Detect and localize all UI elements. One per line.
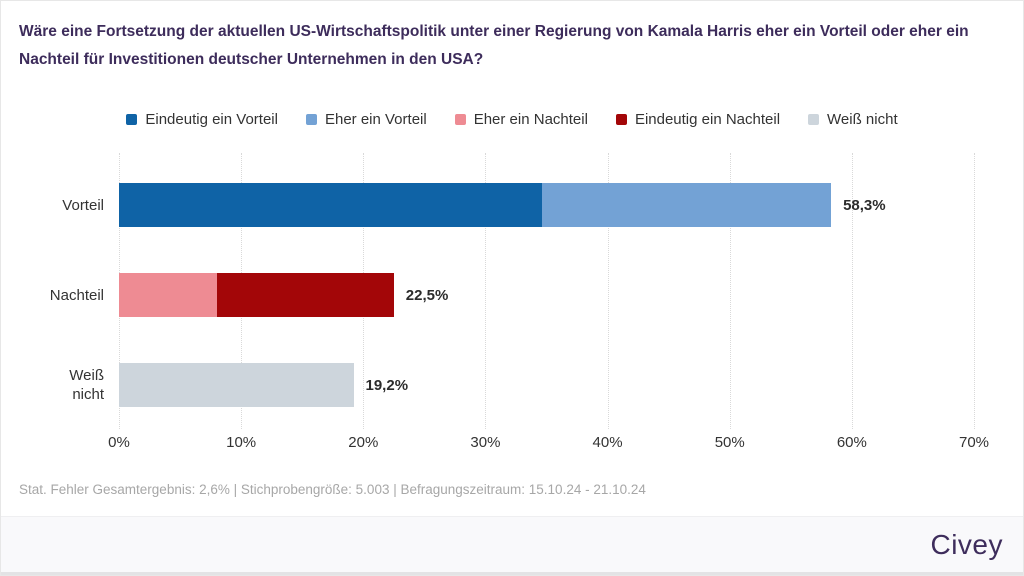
legend-swatch-icon: [615, 114, 627, 125]
legend-label: Eindeutig ein Vorteil: [145, 111, 278, 128]
gridline: [974, 153, 975, 429]
x-tick-label: 60%: [836, 434, 867, 451]
bar-value-label: 58,3%: [843, 196, 886, 214]
x-axis: 0% 10% 20% 30% 40% 50% 60% 70%: [108, 434, 989, 452]
footnote: Stat. Fehler Gesamtergebnis: 2,6% | Stic…: [19, 482, 646, 497]
gridline: [485, 153, 487, 429]
gridline: [607, 153, 609, 429]
legend-swatch-icon: [126, 114, 138, 125]
plot-area: 58,3% 22,5% 19,2%: [119, 153, 975, 429]
legend-item: Weiß nicht: [808, 111, 898, 128]
x-tick-label: 10%: [226, 434, 257, 451]
civey-logo: Civey: [930, 528, 1003, 560]
x-tick-label: 0%: [108, 434, 130, 451]
legend-item: Eher ein Vorteil: [305, 111, 427, 128]
x-tick-label: 70%: [958, 434, 990, 451]
legend-label: Weiß nicht: [827, 111, 898, 128]
bar-value-label: 22,5%: [405, 286, 449, 304]
x-tick-label: 30%: [470, 434, 501, 451]
gridline: [729, 153, 731, 429]
bar-row: 22,5%: [119, 273, 974, 317]
x-tick-label: 20%: [348, 434, 379, 451]
legend: Eindeutig ein Vorteil Eher ein Vorteil Ehe…: [1, 111, 1023, 128]
legend-label: Eher ein Nachteil: [473, 111, 588, 128]
legend-label: Eindeutig ein Nachteil: [634, 111, 781, 128]
footer-band: Civey: [1, 516, 1023, 575]
category-label: Nachteil: [49, 286, 104, 304]
bar-segment: [119, 273, 217, 317]
gridline: [851, 153, 853, 429]
bar-value-label: 19,2%: [365, 376, 409, 394]
legend-item: Eindeutig ein Nachteil: [615, 111, 781, 128]
bar-segment: [541, 183, 832, 227]
x-tick-label: 40%: [592, 434, 623, 451]
bar-segment: [119, 183, 542, 227]
legend-swatch-icon: [808, 114, 820, 125]
category-label: Weiß nicht: [69, 367, 104, 403]
x-tick-label: 50%: [714, 434, 745, 451]
bar-segment: [216, 273, 394, 317]
bar-row: 58,3%: [119, 183, 974, 227]
chart-title: Wäre eine Fortsetzung der aktuellen US-W…: [19, 23, 969, 68]
category-label: Vorteil: [62, 196, 104, 214]
legend-item: Eher ein Nachteil: [454, 111, 588, 128]
bar-segment: [119, 363, 354, 407]
legend-swatch-icon: [454, 114, 466, 125]
legend-swatch-icon: [305, 114, 317, 125]
bar-row: 19,2%: [119, 363, 974, 407]
legend-item: Eindeutig ein Vorteil: [126, 111, 278, 128]
legend-label: Eher ein Vorteil: [324, 111, 427, 128]
